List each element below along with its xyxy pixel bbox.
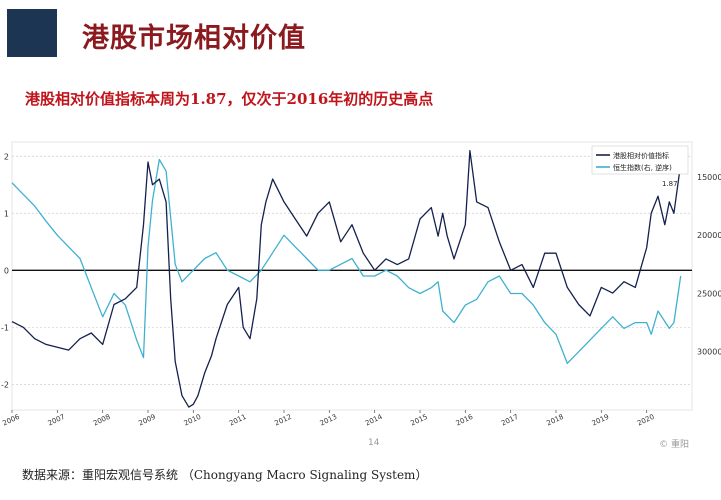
x-tick-label: 2020 [636, 413, 656, 428]
series-line-1 [11, 158, 682, 365]
legend-label: 恒生指数(右, 逆序) [613, 163, 672, 172]
x-tick-label: 2007 [47, 413, 67, 428]
x-tick-label: 2012 [273, 413, 293, 428]
x-tick-label: 2013 [319, 413, 339, 428]
x-tick-label: 2016 [455, 413, 475, 428]
x-tick-label: 2009 [137, 413, 157, 428]
plot-frame [11, 141, 693, 411]
y-left-tick-label: -2 [1, 380, 9, 389]
x-tick-label: 2014 [364, 413, 384, 428]
page-title: 港股市场相对价值 [82, 23, 306, 54]
x-tick-label: 2017 [500, 413, 520, 428]
x-tick-label: 2006 [1, 413, 21, 428]
series-layer [11, 149, 682, 408]
y-right-tick-label: 25000 [697, 289, 721, 298]
chart-subtitle: 港股相对价值指标本周为1.87，仅次于2016年初的历史高点 [25, 90, 434, 108]
legend-box [591, 145, 689, 175]
data-source-note: 数据来源：重阳宏观信号系统 （Chongyang Macro Signaling… [22, 468, 428, 482]
brand-mark: © 重阳 [659, 440, 689, 450]
x-tick-label: 2008 [92, 413, 112, 428]
y-right-tick-label: 20000 [697, 231, 721, 240]
x-tick-label: 2011 [228, 413, 248, 428]
y-left-tick-label: 1 [4, 209, 9, 218]
last-value-label: 1.87 [662, 180, 678, 188]
title-accent-block [7, 9, 57, 57]
grid [12, 155, 692, 385]
y-right-tick-label: 30000 [697, 348, 721, 357]
y-right-tick-label: 15000 [697, 173, 721, 182]
y-left-tick-label: 2 [4, 152, 9, 161]
page-number: 14 [368, 438, 380, 448]
x-tick-label: 2018 [545, 413, 565, 428]
y-left-tick-label: -1 [1, 323, 9, 332]
x-tick-label: 2019 [591, 413, 611, 428]
x-tick-label: 2010 [183, 413, 203, 428]
series-line-0 [11, 149, 682, 408]
legend-label: 港股相对价值指标 [613, 151, 669, 160]
y-left-tick-label: 0 [4, 266, 9, 275]
chart: 2 1 0 -1 -2 15000 20000 25000 30000 2006 2007 2008 2… [1, 141, 721, 428]
x-tick-label: 2015 [409, 413, 429, 428]
